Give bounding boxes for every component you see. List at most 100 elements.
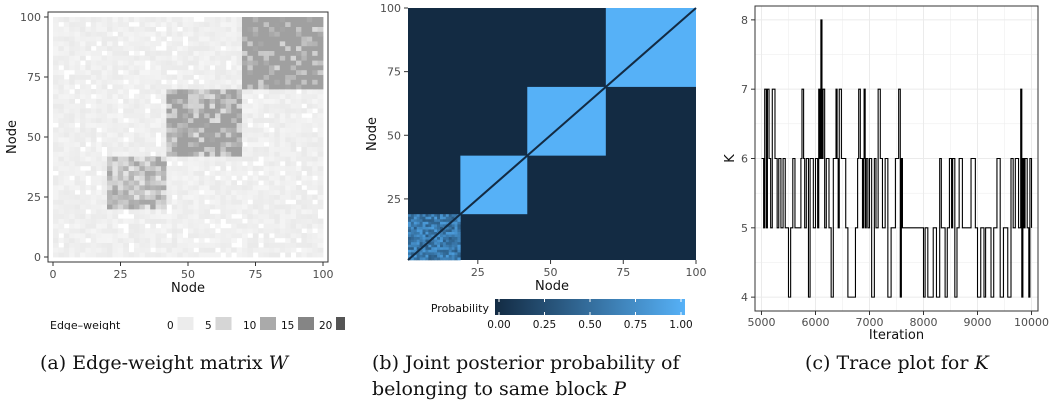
heatmap-cell bbox=[161, 175, 167, 181]
mixed-cell bbox=[448, 239, 452, 243]
heatmap-cell bbox=[90, 233, 97, 239]
heatmap-cell bbox=[53, 161, 59, 167]
posterior-probability-heatmap-svg: 25 50 75 100255075100NodeNodeProbability0.0… bbox=[365, 2, 707, 331]
heatmap-cell bbox=[171, 185, 178, 191]
mixed-cell bbox=[448, 252, 452, 256]
heatmap-cell bbox=[58, 103, 65, 109]
y-tick-label-a: 75 bbox=[27, 71, 41, 84]
heatmap-cell bbox=[107, 132, 113, 138]
mixed-cell bbox=[416, 219, 420, 223]
heatmap-cell bbox=[225, 175, 232, 181]
heatmap-cell bbox=[285, 185, 291, 191]
heatmap-cell bbox=[171, 247, 178, 253]
mixed-cell bbox=[454, 224, 458, 228]
heatmap-cell bbox=[128, 36, 135, 42]
heatmap-cell bbox=[242, 237, 248, 243]
heatmap-cell bbox=[90, 79, 97, 85]
heatmap-cell bbox=[215, 194, 221, 200]
y-tick-label-b: 75 bbox=[387, 66, 401, 79]
heatmap-cell bbox=[252, 233, 259, 239]
heatmap-cell bbox=[139, 89, 146, 95]
heatmap-cell bbox=[231, 223, 237, 229]
heatmap-cell bbox=[53, 213, 59, 219]
heatmap-cell bbox=[96, 84, 102, 90]
mixed-cell bbox=[425, 232, 429, 235]
heatmap-cell bbox=[69, 247, 75, 253]
heatmap-cell bbox=[225, 89, 232, 95]
heatmap-cell bbox=[117, 199, 124, 205]
heatmap-cell bbox=[80, 170, 86, 176]
heatmap-cell bbox=[247, 175, 254, 181]
heatmap-cell bbox=[193, 161, 200, 167]
caption-a: (a) Edge-weight matrix W bbox=[40, 350, 288, 376]
heatmap-cell bbox=[101, 175, 108, 181]
heatmap-cell bbox=[144, 175, 151, 181]
heatmap-cell bbox=[317, 151, 324, 157]
heatmap-cell bbox=[209, 151, 216, 157]
heatmap-cell bbox=[155, 103, 162, 109]
heatmap-cell bbox=[144, 194, 151, 200]
heatmap-cell bbox=[236, 89, 243, 95]
heatmap-cell bbox=[279, 194, 286, 200]
heatmap-cell bbox=[204, 17, 210, 23]
heatmap-cell bbox=[166, 189, 173, 195]
heatmap-cell bbox=[117, 237, 124, 243]
mixed-cell bbox=[413, 221, 418, 225]
mixed-cell bbox=[422, 214, 426, 218]
heatmap-cell bbox=[144, 84, 151, 90]
heatmap-cell bbox=[285, 180, 291, 186]
heatmap-cell bbox=[96, 233, 102, 239]
mixed-cell bbox=[448, 214, 452, 218]
heatmap-cell bbox=[193, 113, 200, 119]
mixed-cell bbox=[457, 229, 461, 233]
heatmap-cell bbox=[150, 79, 156, 85]
heatmap-cell bbox=[166, 50, 173, 56]
heatmap-cell bbox=[290, 84, 297, 90]
heatmap-cell bbox=[296, 113, 302, 119]
heatmap-cell bbox=[274, 137, 281, 143]
mixed-cell bbox=[410, 252, 415, 256]
heatmap-cell bbox=[144, 204, 151, 210]
heatmap-cell bbox=[182, 209, 189, 215]
heatmap-cell bbox=[296, 41, 302, 47]
heatmap-cell bbox=[155, 89, 162, 95]
heatmap-cell bbox=[231, 74, 237, 80]
heatmap-cell bbox=[231, 146, 237, 152]
heatmap-cell bbox=[161, 194, 167, 200]
heatmap-cell bbox=[290, 185, 297, 191]
mixed-cell bbox=[410, 239, 415, 243]
heatmap-cell bbox=[112, 122, 119, 128]
heatmap-cell bbox=[231, 170, 237, 176]
heatmap-cell bbox=[204, 180, 210, 186]
heatmap-cell bbox=[317, 223, 324, 229]
heatmap-cell bbox=[285, 252, 291, 258]
heatmap-cell bbox=[263, 237, 270, 243]
heatmap-cell bbox=[139, 74, 146, 80]
heatmap-cell bbox=[279, 137, 286, 143]
heatmap-cell bbox=[101, 233, 108, 239]
mixed-cell bbox=[451, 239, 455, 243]
heatmap-cell bbox=[258, 89, 264, 95]
heatmap-cell bbox=[150, 50, 156, 56]
heatmap-cell bbox=[101, 228, 108, 234]
heatmap-cell bbox=[198, 41, 205, 47]
caption-b-line2: belonging to same block P bbox=[372, 376, 679, 402]
heatmap-cell bbox=[236, 17, 243, 23]
heatmap-cell bbox=[161, 93, 167, 99]
heatmap-cell bbox=[236, 65, 243, 71]
heatmap-cell bbox=[177, 31, 183, 37]
heatmap-cell bbox=[101, 237, 108, 243]
heatmap-cell bbox=[128, 209, 135, 215]
heatmap-cell bbox=[231, 156, 237, 162]
heatmap-cell bbox=[306, 132, 313, 138]
heatmap-cell bbox=[285, 141, 291, 147]
heatmap-cell bbox=[177, 156, 183, 162]
heatmap-cell bbox=[274, 132, 281, 138]
heatmap-cell bbox=[69, 242, 75, 248]
heatmap-cell bbox=[209, 228, 216, 234]
heatmap-cell bbox=[134, 237, 140, 243]
heatmap-cell bbox=[166, 146, 173, 152]
heatmap-cell bbox=[231, 180, 237, 186]
heatmap-cell bbox=[128, 199, 135, 205]
heatmap-cell bbox=[247, 89, 254, 95]
